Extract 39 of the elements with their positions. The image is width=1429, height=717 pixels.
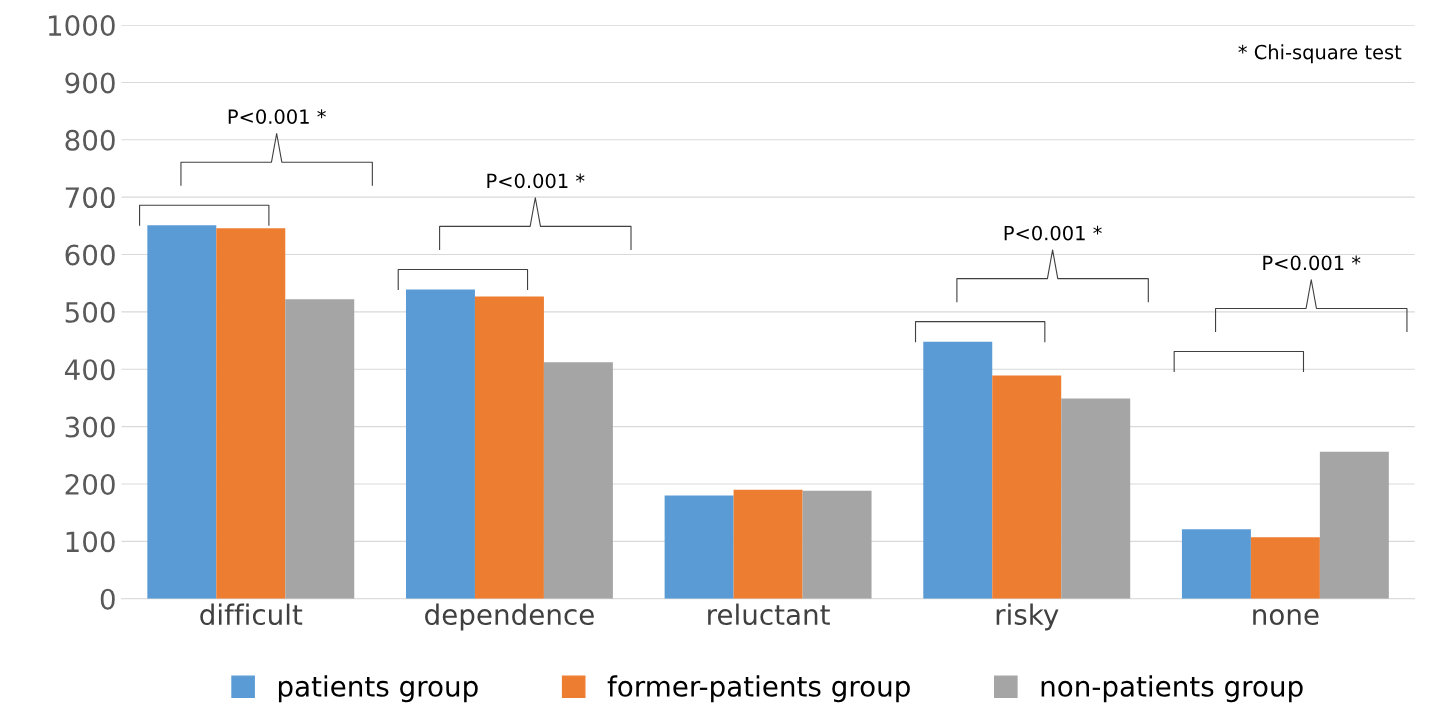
bar	[992, 375, 1062, 599]
y-tick-label: 600	[65, 244, 115, 266]
x-tick-label: none	[1253, 609, 1319, 626]
y-tick-label: 300	[65, 416, 115, 438]
bar	[802, 490, 872, 599]
bar	[923, 341, 993, 599]
annotation: P<0.001 *	[487, 173, 585, 189]
bar	[1181, 529, 1251, 599]
y-tick-label: 1000	[48, 15, 115, 37]
y-tick-label: 400	[64, 359, 115, 381]
annotation: * Chi-square test	[1238, 44, 1402, 64]
bar	[474, 296, 544, 599]
x-tick-label: risky	[996, 603, 1059, 631]
x-tick-label: dependence	[425, 603, 594, 631]
y-tick-label: 500	[65, 301, 115, 323]
y-tick-label: 800	[65, 129, 115, 151]
annotation: P<0.001 *	[1263, 255, 1361, 271]
bar	[405, 289, 475, 599]
y-tick-label: 100	[66, 531, 115, 553]
legend-label: non-patients group	[1041, 675, 1303, 703]
bar	[216, 228, 286, 599]
y-tick-label: 0	[100, 588, 115, 610]
bar	[664, 495, 734, 599]
bar	[1061, 398, 1131, 599]
y-tick-label: 700	[65, 187, 115, 209]
annotation: P<0.001 *	[228, 109, 326, 124]
legend-label: patients group	[278, 675, 478, 703]
bar	[285, 299, 355, 599]
bar	[543, 362, 613, 599]
bar	[733, 489, 803, 599]
bar	[1319, 451, 1389, 599]
y-tick-label: 200	[65, 473, 115, 495]
bar	[1250, 537, 1320, 599]
x-tick-label: difficult	[200, 603, 303, 626]
legend-label: former-patients group	[607, 675, 910, 703]
x-tick-label: reluctant	[708, 603, 830, 626]
y-tick-label: 900	[65, 72, 115, 94]
bar	[147, 225, 217, 599]
annotation: P<0.001 *	[1004, 225, 1102, 241]
